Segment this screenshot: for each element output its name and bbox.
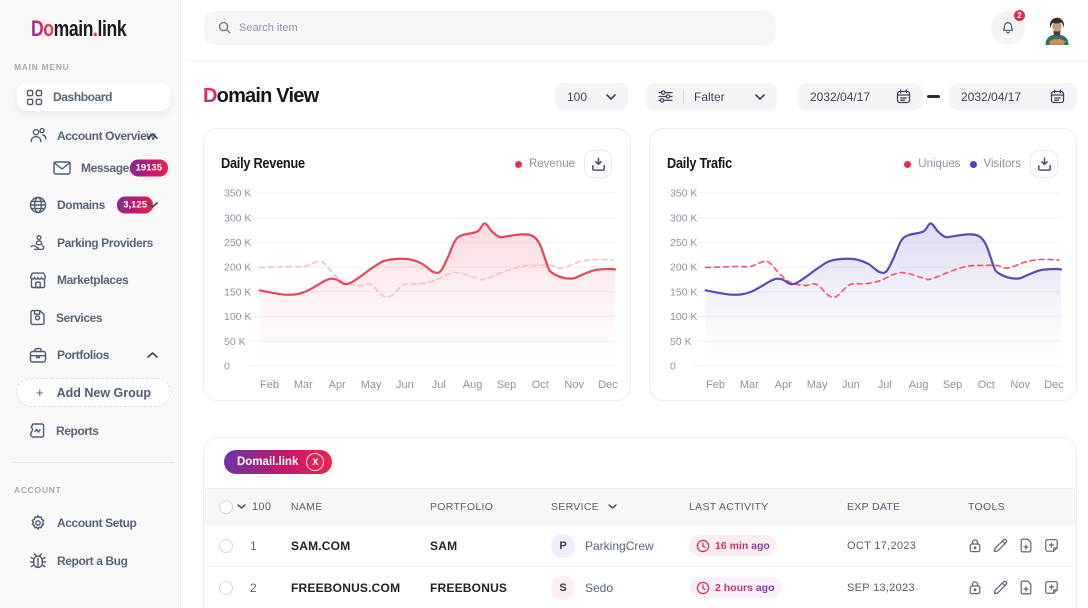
svg-text:Feb: Feb (706, 379, 725, 391)
svg-text:Jun: Jun (396, 379, 414, 391)
svg-text:100 K: 100 K (224, 311, 251, 323)
svg-text:0: 0 (670, 361, 676, 373)
svg-text:50 K: 50 K (670, 336, 692, 348)
svg-text:Sep: Sep (497, 379, 517, 391)
svg-text:250 K: 250 K (224, 237, 251, 249)
svg-text:350 K: 350 K (224, 188, 251, 200)
svg-text:200 K: 200 K (670, 262, 697, 274)
svg-text:Dec: Dec (598, 379, 618, 391)
svg-text:Dec: Dec (1044, 379, 1064, 391)
svg-text:Apr: Apr (329, 379, 346, 391)
svg-text:May: May (807, 379, 828, 391)
svg-text:350 K: 350 K (670, 188, 697, 200)
svg-text:Apr: Apr (775, 379, 792, 391)
svg-text:100 K: 100 K (670, 311, 697, 323)
svg-text:150 K: 150 K (670, 286, 697, 298)
svg-text:Aug: Aug (463, 379, 483, 391)
svg-text:Nov: Nov (564, 379, 584, 391)
svg-text:Jun: Jun (842, 379, 860, 391)
svg-text:300 K: 300 K (670, 212, 697, 224)
svg-text:Aug: Aug (909, 379, 929, 391)
svg-text:50 K: 50 K (224, 336, 246, 348)
svg-text:150 K: 150 K (224, 286, 251, 298)
svg-text:Sep: Sep (943, 379, 963, 391)
svg-text:Oct: Oct (532, 379, 549, 391)
svg-text:Nov: Nov (1010, 379, 1030, 391)
svg-text:0: 0 (224, 361, 230, 373)
svg-text:300 K: 300 K (224, 212, 251, 224)
svg-text:May: May (361, 379, 382, 391)
svg-text:Mar: Mar (740, 379, 759, 391)
svg-text:Mar: Mar (294, 379, 313, 391)
svg-text:Feb: Feb (260, 379, 279, 391)
svg-text:Jul: Jul (432, 379, 446, 391)
svg-text:Oct: Oct (978, 379, 995, 391)
svg-text:Jul: Jul (878, 379, 892, 391)
svg-text:200 K: 200 K (224, 262, 251, 274)
svg-text:250 K: 250 K (670, 237, 697, 249)
